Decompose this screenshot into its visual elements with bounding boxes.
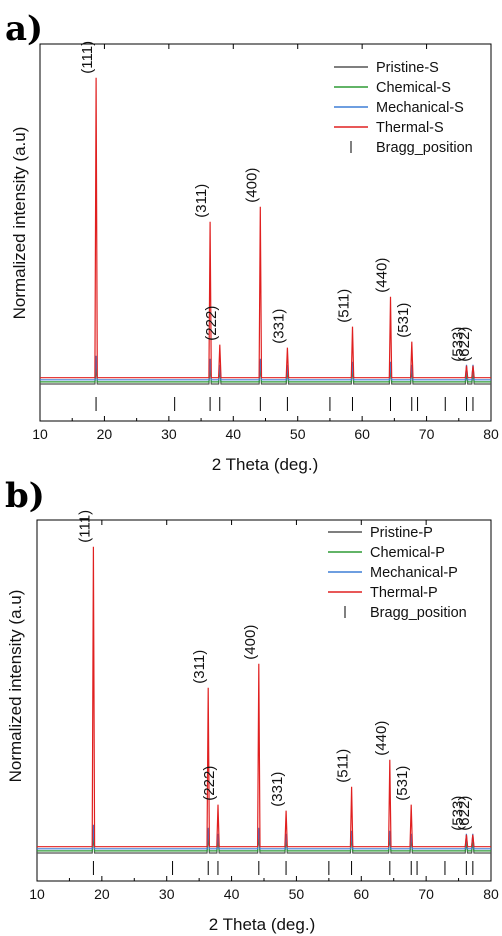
panel-a-peak-label: (531) bbox=[395, 303, 412, 338]
panel-a-peak-label: (331) bbox=[270, 309, 287, 344]
panel-a-y-axis-title: Normalized intensity (a.u) bbox=[10, 127, 29, 320]
panel-b-x-tick-label: 60 bbox=[353, 886, 369, 902]
panel-a-series-mechanical-s bbox=[40, 355, 491, 381]
panel-b-peak-label: (622) bbox=[456, 796, 473, 831]
panel-a-x-tick-label: 80 bbox=[483, 426, 499, 442]
panel-a-peak-label: (222) bbox=[203, 306, 220, 341]
panel-a-legend-label: Chemical-S bbox=[376, 80, 451, 96]
panel-a-peak-label: (111) bbox=[79, 41, 96, 74]
panel-a-peak-label: (311) bbox=[193, 184, 210, 218]
panel-a-series-chemical-s bbox=[40, 360, 491, 383]
panel-b-x-axis-title: 2 Theta (deg.) bbox=[209, 915, 315, 934]
panel-a-series-thermal-s bbox=[40, 77, 491, 379]
panel-b-peak-label: (400) bbox=[242, 625, 259, 660]
panel-b-x-tick-label: 10 bbox=[29, 886, 45, 902]
panel-b-series-mechanical-p bbox=[37, 824, 491, 850]
panel-a: a) 2 Theta (deg.) Normalized intensity (… bbox=[5, 9, 499, 474]
panel-a-x-tick-label: 50 bbox=[290, 426, 306, 442]
panel-a-legend-label: Thermal-S bbox=[376, 120, 444, 136]
panel-b-peak-label: (111) bbox=[76, 510, 93, 543]
panel-a-legend-bragg-label: Bragg_position bbox=[376, 140, 473, 156]
panel-b-series-pristine-p bbox=[37, 834, 491, 854]
panel-b-legend-label: Pristine-P bbox=[370, 525, 433, 541]
panel-b-y-axis-title: Normalized intensity (a.u) bbox=[6, 590, 25, 783]
panel-a-x-tick-label: 40 bbox=[225, 426, 241, 442]
panel-b-x-tick-label: 20 bbox=[94, 886, 110, 902]
panel-a-peak-label: (440) bbox=[374, 258, 391, 293]
panel-b-legend-label: Chemical-P bbox=[370, 545, 445, 561]
panel-b-peak-label: (533) bbox=[449, 796, 466, 831]
panel-b-legend-label: Thermal-P bbox=[370, 585, 438, 601]
panel-a-peak-label: (400) bbox=[243, 168, 260, 203]
panel-b-series-chemical-p bbox=[37, 829, 491, 852]
panel-a-x-tick-label: 70 bbox=[419, 426, 435, 442]
panel-b-peak-label: (531) bbox=[394, 766, 411, 801]
panel-a-x-tick-label: 60 bbox=[354, 426, 370, 442]
panel-a-peak-label: (533) bbox=[450, 327, 467, 362]
panel-b: b) 2 Theta (deg.) Normalized intensity (… bbox=[5, 476, 499, 934]
panel-b-label: b) bbox=[5, 476, 45, 516]
panel-b-x-tick-label: 50 bbox=[289, 886, 305, 902]
panel-b-x-tick-label: 80 bbox=[483, 886, 499, 902]
panel-b-series-thermal-p bbox=[37, 546, 491, 848]
panel-a-peak-label: (622) bbox=[456, 327, 473, 362]
panel-b-legend-label: Mechanical-P bbox=[370, 565, 458, 581]
panel-a-label: a) bbox=[5, 9, 43, 49]
panel-b-peak-label: (511) bbox=[335, 749, 352, 783]
panel-b-peak-label: (311) bbox=[191, 650, 208, 684]
panel-a-x-tick-label: 20 bbox=[97, 426, 113, 442]
panel-a-legend-label: Mechanical-S bbox=[376, 100, 464, 116]
panel-a-x-tick-label: 10 bbox=[32, 426, 48, 442]
panel-b-x-tick-label: 30 bbox=[159, 886, 175, 902]
panel-b-x-tick-label: 40 bbox=[224, 886, 240, 902]
panel-b-peak-label: (331) bbox=[269, 772, 286, 807]
panel-a-legend-label: Pristine-S bbox=[376, 60, 439, 76]
panel-b-legend-bragg-label: Bragg_position bbox=[370, 605, 467, 621]
panel-a-peak-label: (511) bbox=[336, 289, 353, 323]
panel-b-x-tick-label: 70 bbox=[418, 886, 434, 902]
panel-a-x-axis-title: 2 Theta (deg.) bbox=[212, 455, 318, 474]
panel-b-peak-label: (222) bbox=[201, 766, 218, 801]
panel-b-peak-label: (440) bbox=[373, 721, 390, 756]
panel-a-x-tick-label: 30 bbox=[161, 426, 177, 442]
